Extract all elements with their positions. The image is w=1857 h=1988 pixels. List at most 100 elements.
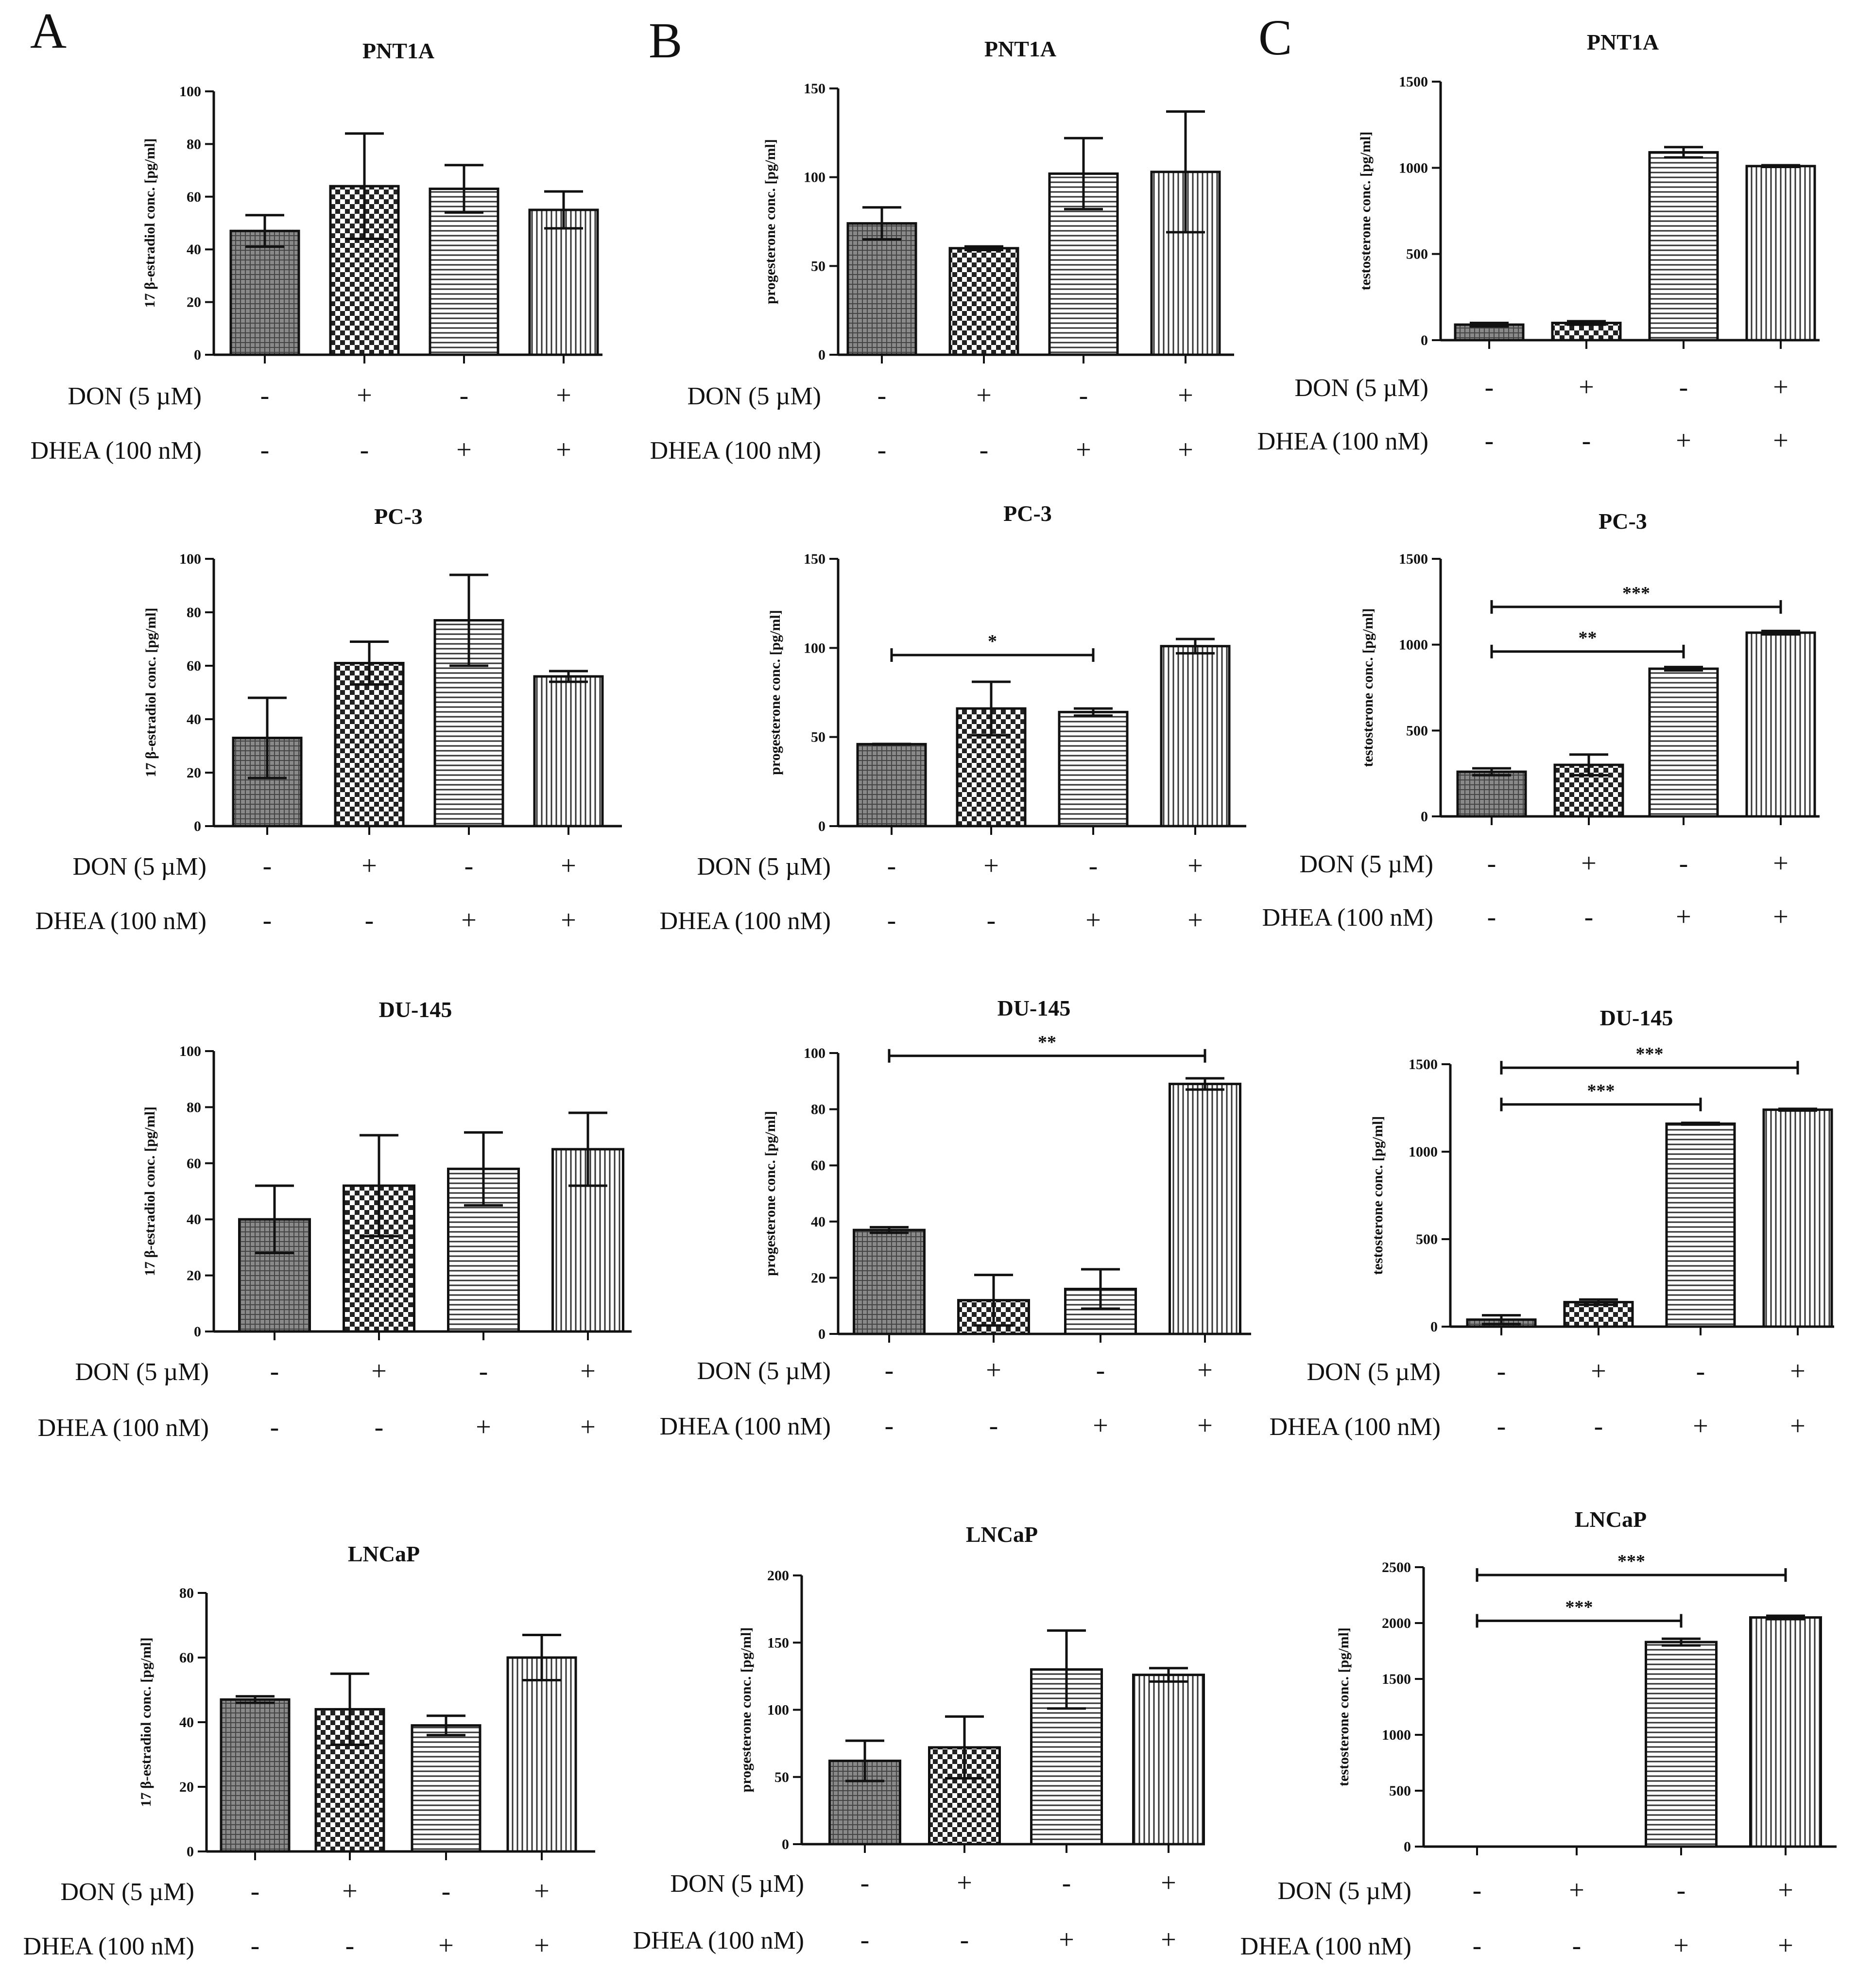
- bar-don-dhea: [1762, 1108, 1833, 1328]
- bar-don-dhea: [506, 1656, 577, 1853]
- don-sign: -: [1089, 851, 1098, 881]
- dhea-row-label: DHEA (100 nM): [1262, 904, 1433, 932]
- significance-label: ***: [1565, 1597, 1593, 1617]
- y-tick-label: 1500: [1399, 551, 1428, 567]
- y-tick-label: 2000: [1382, 1615, 1411, 1631]
- chart-c-pc-3: PC-3 testosterone conc. [pg/ml] 0 500 1000 15…: [1262, 509, 1820, 932]
- dhea-sign: -: [260, 435, 270, 465]
- dhea-sign: -: [877, 435, 887, 465]
- don-sign: -: [1696, 1356, 1705, 1386]
- chart-c-du-145: DU-145 testosterone conc. [pg/ml] 0 500 1000…: [1270, 1005, 1834, 1441]
- y-tick-label: 60: [187, 189, 201, 205]
- chart-title: DU-145: [1600, 1005, 1673, 1030]
- dhea-sign: +: [1676, 902, 1691, 932]
- dhea-sign: -: [1485, 426, 1494, 456]
- y-tick-label: 1500: [1409, 1056, 1438, 1072]
- bar-don-dhea: [1160, 645, 1231, 828]
- y-tick-label: 1500: [1382, 1671, 1411, 1687]
- dhea-sign: -: [1497, 1411, 1506, 1441]
- dhea-row-label: DHEA (100 nM): [650, 437, 821, 465]
- y-tick-label: 0: [818, 347, 825, 363]
- chart-b-du-145: DU-145 progesterone conc. [pg/ml] 0 20 40 60 8…: [660, 996, 1251, 1441]
- chart-a-lncap: LNCaP 17 β-estradiol conc. [pg/ml] 0 20 40 60…: [23, 1541, 595, 1961]
- dhea-sign: +: [1178, 435, 1193, 465]
- dhea-sign: +: [1773, 902, 1788, 932]
- dhea-sign: +: [556, 435, 571, 465]
- y-tick-label: 0: [187, 1844, 194, 1860]
- don-sign: +: [1161, 1868, 1176, 1898]
- dhea-row-label: DHEA (100 nM): [660, 1413, 831, 1440]
- bar-control: [229, 229, 300, 356]
- y-tick-label: 0: [782, 1836, 789, 1852]
- don-sign: +: [342, 1876, 358, 1906]
- bar-dhea: [411, 1724, 481, 1853]
- y-tick-label: 0: [1421, 332, 1428, 348]
- dhea-row-label: DHEA (100 nM): [1240, 1933, 1411, 1960]
- don-sign: -: [860, 1868, 870, 1898]
- dhea-sign: +: [1693, 1411, 1708, 1441]
- bar-dhea: [1058, 710, 1129, 828]
- bar-control: [856, 743, 927, 828]
- bar-dhea: [1665, 1122, 1736, 1328]
- don-row-label: DON (5 µM): [1278, 1877, 1412, 1905]
- y-tick-label: 80: [187, 1099, 201, 1115]
- y-tick-label: 80: [179, 1585, 194, 1601]
- y-tick-label: 100: [179, 1043, 201, 1059]
- y-axis-label: testosterone conc. [pg/ml]: [1360, 608, 1376, 767]
- dhea-sign: -: [1473, 1931, 1482, 1961]
- charts-container: PNT1A 17 β-estradiol conc. [pg/ml] 0 20 40 60…: [23, 30, 1837, 1961]
- y-tick-label: 40: [811, 1214, 825, 1230]
- don-sign: +: [371, 1356, 387, 1386]
- significance-label: **: [1579, 628, 1597, 648]
- y-tick-label: 100: [179, 551, 201, 567]
- y-tick-label: 100: [179, 84, 201, 100]
- don-sign: +: [986, 1355, 1001, 1385]
- y-tick-label: 1000: [1399, 160, 1428, 176]
- y-axis-label: progesterone conc. [pg/ml]: [767, 610, 783, 775]
- bar-don: [1563, 1301, 1634, 1328]
- y-tick-label: 20: [187, 294, 201, 311]
- y-tick-label: 50: [811, 258, 825, 274]
- don-row-label: DON (5 µM): [1307, 1358, 1441, 1386]
- don-sign: -: [1679, 372, 1688, 402]
- significance-label: *: [988, 631, 997, 652]
- chart-title: PC-3: [1003, 501, 1052, 526]
- bar-don-dhea: [1745, 631, 1816, 818]
- don-row-label: DON (5 µM): [688, 382, 822, 410]
- don-sign: +: [534, 1876, 550, 1906]
- bar-don-dhea: [1169, 1083, 1241, 1335]
- dhea-sign: -: [1584, 902, 1594, 932]
- don-sign: -: [887, 851, 896, 881]
- chart-title: PNT1A: [984, 36, 1056, 61]
- y-axis-label: 17 β-estradiol conc. [pg/ml]: [142, 138, 158, 308]
- y-tick-label: 0: [818, 818, 825, 834]
- dhea-sign: +: [1161, 1925, 1176, 1955]
- y-axis-label: progesterone conc. [pg/ml]: [762, 139, 778, 304]
- dhea-sign: -: [251, 1931, 260, 1961]
- don-sign: +: [1773, 848, 1788, 879]
- y-tick-label: 40: [187, 711, 201, 727]
- dhea-sign: +: [1093, 1411, 1108, 1441]
- y-tick-label: 1000: [1399, 637, 1428, 653]
- chart-a-pc-3: PC-3 17 β-estradiol conc. [pg/ml] 0 20 40 60 8…: [35, 504, 622, 935]
- dhea-sign: -: [987, 905, 996, 935]
- y-tick-label: 500: [1416, 1231, 1438, 1247]
- don-sign: +: [1187, 851, 1203, 881]
- y-axis-label: 17 β-estradiol conc. [pg/ml]: [142, 1106, 158, 1276]
- dhea-sign: -: [345, 1931, 355, 1961]
- bar-don: [334, 662, 405, 828]
- don-sign: +: [1569, 1875, 1584, 1905]
- y-tick-label: 100: [804, 640, 825, 656]
- dhea-row-label: DHEA (100 nM): [23, 1933, 194, 1960]
- don-sign: -: [460, 380, 469, 411]
- dhea-sign: +: [1773, 426, 1788, 456]
- don-row-label: DON (5 µM): [68, 382, 202, 410]
- y-tick-label: 0: [1404, 1839, 1411, 1855]
- don-sign: +: [580, 1356, 596, 1386]
- chart-title: DU-145: [997, 996, 1071, 1020]
- panel-letter-c: C: [1258, 10, 1292, 66]
- dhea-sign: +: [1673, 1931, 1689, 1961]
- chart-title: PNT1A: [362, 38, 434, 63]
- y-tick-label: 2500: [1382, 1559, 1411, 1575]
- bar-don-dhea: [1749, 1616, 1822, 1848]
